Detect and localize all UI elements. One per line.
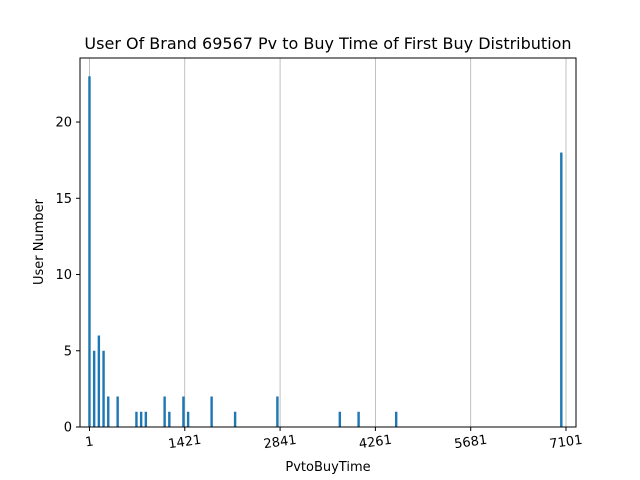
x-tick-label: 1 xyxy=(84,434,94,450)
bar xyxy=(135,411,138,427)
x-axis-label: PvtoBuyTime xyxy=(285,460,370,475)
x-tick-label: 1421 xyxy=(167,433,202,452)
x-axis-ticks: 1 1421 2841 4261 5681 7101 xyxy=(84,427,583,452)
bar xyxy=(233,411,237,427)
bar xyxy=(210,396,213,427)
bar xyxy=(338,411,342,427)
bar xyxy=(168,411,171,427)
y-tick-label: 20 xyxy=(55,116,72,131)
x-tick-label: 4261 xyxy=(358,433,393,452)
bar xyxy=(186,411,190,427)
y-axis-ticks: 0 5 10 15 20 xyxy=(55,116,80,436)
bar xyxy=(394,411,398,427)
bar xyxy=(276,396,279,427)
bar xyxy=(92,350,96,427)
x-tick-label: 5681 xyxy=(453,433,488,452)
y-tick-label: 5 xyxy=(64,344,72,359)
bars xyxy=(88,76,563,428)
bar xyxy=(88,76,91,428)
x-tick-label: 2841 xyxy=(263,433,298,452)
bar xyxy=(116,396,119,427)
bar xyxy=(107,396,110,427)
y-tick-label: 0 xyxy=(64,421,72,436)
bar xyxy=(102,350,105,427)
bar xyxy=(182,396,185,427)
bar xyxy=(357,411,360,427)
bar xyxy=(139,411,143,427)
y-axis-label: User Number xyxy=(32,198,47,285)
y-tick-label: 15 xyxy=(55,192,72,207)
plot-frame xyxy=(79,57,577,428)
bar xyxy=(163,396,166,427)
bar xyxy=(97,335,101,427)
bar xyxy=(560,152,563,428)
y-tick-label: 10 xyxy=(55,268,72,283)
gridlines xyxy=(89,58,567,427)
chart-title: User Of Brand 69567 Pv to Buy Time of Fi… xyxy=(84,34,571,53)
bar xyxy=(144,411,148,427)
x-tick-label: 7101 xyxy=(549,433,584,452)
